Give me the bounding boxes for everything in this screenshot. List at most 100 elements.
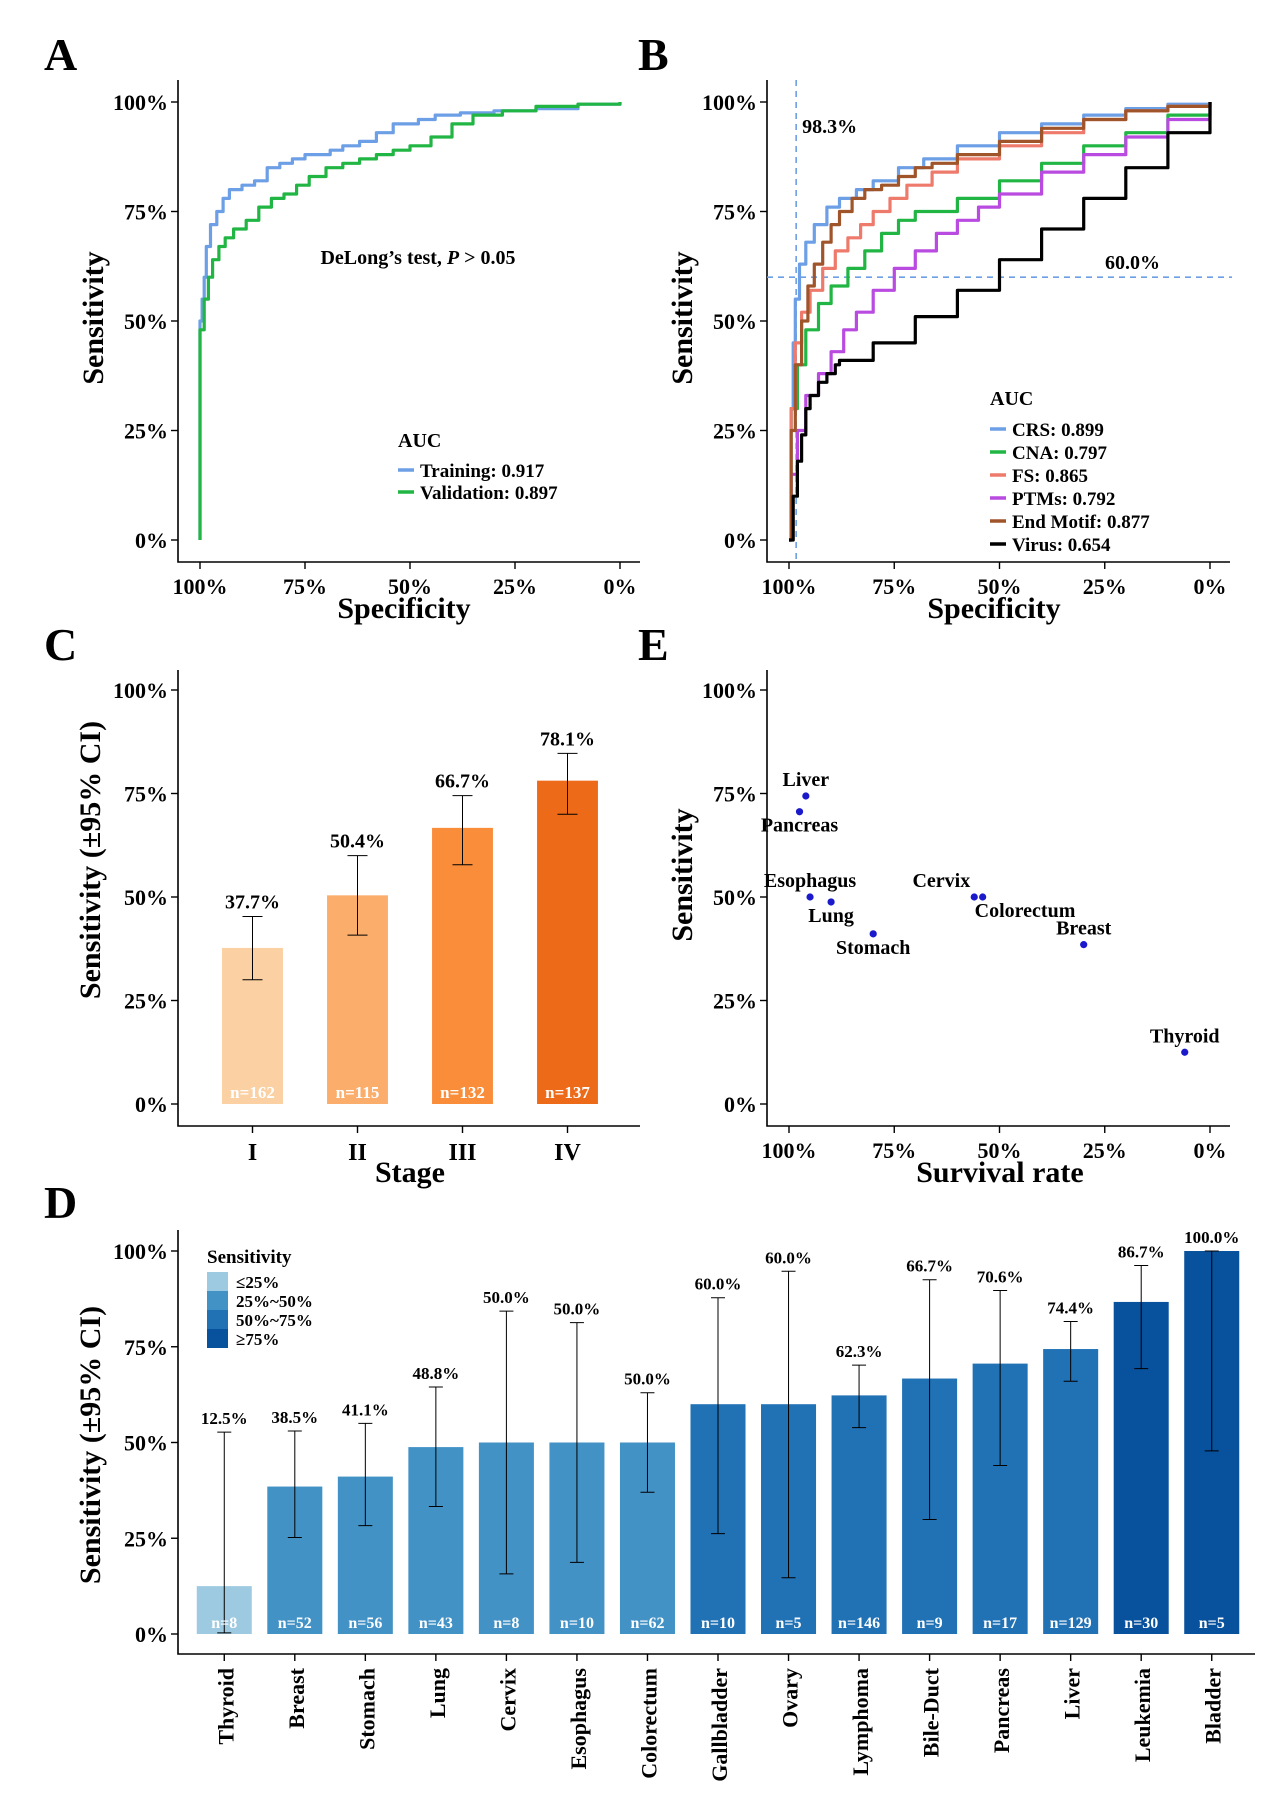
- y-tick-label: 0%: [724, 1092, 757, 1117]
- n-label: n=8: [493, 1615, 519, 1632]
- panel-e-axes: [766, 670, 1230, 1127]
- value-label: 41.1%: [342, 1400, 389, 1419]
- n-label: n=5: [776, 1615, 802, 1632]
- point-breast: [1080, 941, 1088, 949]
- error-bar-gallbladder: [711, 1297, 725, 1535]
- panel-c-stage-bars: 0% 25% 50% 75% 100% 37.7% n=162 I 50.4% n=115 II 6…: [74, 670, 640, 1189]
- n-label: n=8: [211, 1615, 237, 1632]
- n-label: n=30: [1124, 1615, 1158, 1632]
- panel-b-ylabel: Sensitivity: [666, 251, 699, 384]
- y-tick-label: 75%: [124, 200, 168, 225]
- legend-swatch: [207, 1272, 228, 1291]
- legend-swatch: [207, 1310, 228, 1329]
- error-bar-cervix: [499, 1310, 514, 1575]
- point-lung: [827, 898, 835, 906]
- delong-p: P: [446, 247, 460, 269]
- value-label: 62.3%: [836, 1342, 883, 1361]
- point-thyroid: [1181, 1048, 1189, 1056]
- n-label: n=132: [440, 1083, 485, 1102]
- n-label: n=62: [630, 1615, 664, 1632]
- n-label: n=9: [917, 1615, 943, 1632]
- value-label: 86.7%: [1118, 1243, 1165, 1262]
- delong-text-after: > 0.05: [459, 247, 515, 269]
- legend-label: ≤25%: [236, 1273, 279, 1292]
- legend-label: PTMs: 0.792: [1012, 489, 1115, 510]
- panel-a-legend-title: AUC: [398, 430, 441, 452]
- n-label: n=52: [278, 1615, 312, 1632]
- y-tick-label: 0%: [135, 1092, 168, 1117]
- category-label: Bladder: [1201, 1668, 1226, 1744]
- y-tick-label: 50%: [124, 309, 168, 334]
- error-bar-leukemia: [1134, 1265, 1149, 1370]
- y-tick-label: 50%: [713, 309, 757, 334]
- bar-iii: [432, 827, 493, 1104]
- x-tick-label: 0%: [1194, 1138, 1227, 1163]
- panel-label-b: B: [638, 29, 669, 80]
- panel-e-ylabel: Sensitivity: [666, 808, 699, 941]
- x-tick-label: 0%: [604, 574, 637, 599]
- value-label: 70.6%: [977, 1267, 1024, 1286]
- legend-label: End Motif: 0.877: [1012, 512, 1150, 533]
- n-label: n=137: [545, 1083, 590, 1102]
- y-tick-label: 100%: [702, 90, 757, 115]
- value-label: 50.4%: [330, 831, 385, 853]
- value-label: 66.7%: [906, 1257, 953, 1276]
- x-tick-label: 50%: [388, 574, 432, 599]
- legend-label: Training: 0.917: [420, 461, 545, 482]
- panel-d-legend-title: Sensitivity: [207, 1247, 292, 1268]
- value-label: 50.0%: [554, 1300, 601, 1319]
- point-label: Breast: [1056, 918, 1112, 940]
- y-tick-label: 100%: [113, 1239, 168, 1264]
- category-label: Ovary: [778, 1668, 803, 1728]
- point-colorectum: [979, 893, 987, 901]
- sensitivity-reference-label: 60.0%: [1105, 252, 1160, 274]
- error-bar-pancreas: [993, 1289, 1008, 1466]
- error-bar-i: [242, 915, 263, 981]
- panel-label-c: C: [44, 619, 77, 670]
- value-label: 78.1%: [540, 728, 595, 750]
- n-label: n=115: [336, 1083, 380, 1102]
- panel-c-xlabel: Stage: [375, 1156, 445, 1189]
- n-label: n=162: [230, 1083, 275, 1102]
- x-tick-label: 75%: [872, 1138, 916, 1163]
- point-label: Colorectum: [975, 900, 1076, 922]
- point-label: Pancreas: [761, 815, 839, 837]
- y-tick-label: 50%: [124, 885, 168, 910]
- point-esophagus: [806, 893, 814, 901]
- y-tick-label: 50%: [124, 1431, 168, 1456]
- value-label: 50.0%: [483, 1288, 530, 1307]
- x-tick-label: 100%: [762, 574, 817, 599]
- bar-iv: [537, 780, 598, 1104]
- n-label: n=10: [701, 1615, 735, 1632]
- point-label: Lung: [808, 905, 854, 927]
- category-label: Breast: [284, 1667, 309, 1728]
- error-bar-iii: [452, 795, 473, 866]
- specificity-reference-label: 98.3%: [802, 116, 857, 138]
- value-label: 38.5%: [271, 1408, 318, 1427]
- legend-label: Virus: 0.654: [1012, 535, 1111, 556]
- point-cervix: [970, 893, 978, 901]
- legend-label: CNA: 0.797: [1012, 443, 1107, 464]
- error-bar-liver: [1063, 1320, 1078, 1382]
- panel-b-axes: [766, 80, 1230, 563]
- point-liver: [802, 792, 810, 800]
- roc-curve-training: [198, 102, 622, 540]
- y-tick-label: 25%: [124, 989, 168, 1014]
- panel-e-xlabel: Survival rate: [916, 1156, 1083, 1189]
- y-tick-label: 25%: [124, 419, 168, 444]
- legend-label: 25%~50%: [236, 1292, 313, 1311]
- roc-curve-cna: [789, 102, 1212, 542]
- error-bar-ii: [347, 855, 368, 936]
- value-label: 66.7%: [435, 771, 490, 793]
- n-label: n=17: [983, 1615, 1017, 1632]
- panel-d-cancer-bars: 0%25%50%75%100% 12.5%n=8Thyroid38.5%n=52…: [74, 1228, 1255, 1782]
- panel-b-xlabel: Specificity: [927, 592, 1060, 625]
- panel-d-axes: [177, 1230, 1255, 1655]
- value-label: 12.5%: [201, 1409, 248, 1428]
- legend-label: FS: 0.865: [1012, 466, 1088, 487]
- legend-label: Validation: 0.897: [420, 483, 558, 504]
- category-label: Stomach: [354, 1668, 379, 1750]
- point-label: Cervix: [912, 870, 970, 892]
- n-label: n=129: [1050, 1615, 1092, 1632]
